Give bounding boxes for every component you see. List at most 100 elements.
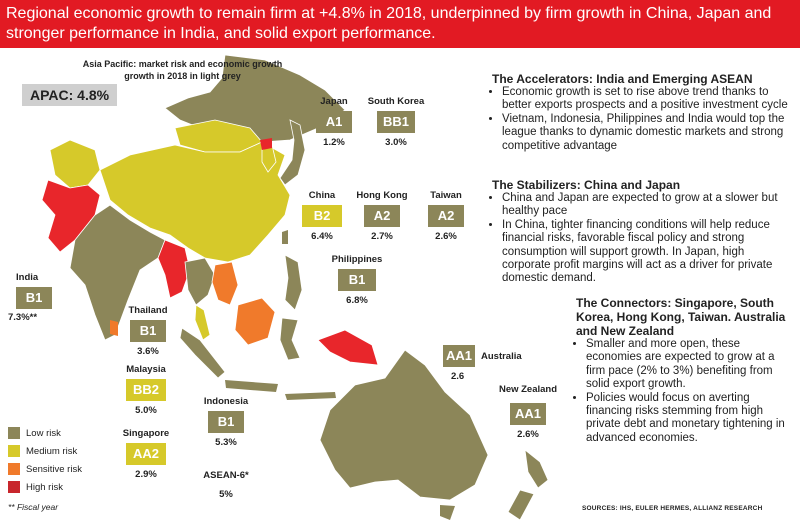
label-australia: AA1 Australia 2.6 [443,345,523,382]
legend-swatch [8,463,20,475]
rating-badge: A2 [428,205,464,227]
growth-value: 5.3% [215,437,237,448]
rating-badge: BB2 [126,379,166,401]
myanmar-region [157,239,191,299]
sumatra-region [179,327,226,379]
rating-badge: B2 [302,205,342,227]
rating-badge: B1 [208,411,244,433]
bullet-list: Economic growth is set to rise above tre… [492,86,792,153]
growth-value: 2.9% [135,469,157,480]
new-zealand-region [507,449,549,521]
bullet-item: Policies would focus on averting financi… [586,392,794,446]
section-title: The Accelerators: India and Emerging ASE… [492,72,753,86]
country-name: Philippines [331,254,383,265]
section-connectors: The Connectors: Singapore, South Korea, … [576,296,794,445]
growth-value: 5% [219,489,233,500]
country-name: New Zealand [498,384,558,395]
map-subtitle: Asia Pacific: market risk and economic g… [70,58,295,82]
label-south-korea: South Korea BB1 3.0% [365,96,427,148]
legend-label: Low risk [26,427,61,439]
growth-value: 6.4% [311,231,333,242]
growth-value: 7.3%** [8,312,38,323]
legend: Low risk Medium risk Sensitive risk High… [8,424,82,496]
growth-value: 2.6 [451,371,465,382]
legend-label: Sensitive risk [26,463,82,475]
growth-value: 2.6% [517,429,539,440]
label-indonesia: Indonesia B1 5.3% [200,396,252,448]
label-malaysia: Malaysia BB2 5.0% [122,364,170,416]
section-title: The Stabilizers: China and Japan [492,178,681,192]
growth-value: 2.6% [435,231,457,242]
growth-value: 3.0% [385,137,407,148]
headline-banner: Regional economic growth to remain firm … [0,0,800,48]
japan-region [279,119,306,186]
label-asean6: ASEAN-6* 5% [200,470,252,500]
country-name: Malaysia [126,364,166,375]
legend-low-risk: Low risk [8,424,82,442]
growth-value: 2.7% [371,231,393,242]
section-stabilizers: The Stabilizers: China and Japan China a… [492,178,792,286]
map-subtitle-line2: growth in 2018 in light grey [124,71,241,81]
north-korea-region [260,138,272,150]
bullet-item: In China, tighter financing conditions w… [502,219,792,286]
legend-medium-risk: Medium risk [8,442,82,460]
philippines-region [284,254,303,311]
legend-high-risk: High risk [8,478,82,496]
rating-badge: A1 [316,111,352,133]
growth-value: 6.8% [346,295,368,306]
legend-sensitive-risk: Sensitive risk [8,460,82,478]
rating-badge: AA1 [510,403,546,425]
sri-lanka [110,320,118,336]
bullet-item: Economic growth is set to rise above tre… [502,86,792,113]
legend-label: Medium risk [26,445,78,457]
rating-badge: A2 [364,205,400,227]
label-thailand: Thailand B1 3.6% [126,305,170,357]
rating-badge: B1 [16,287,52,309]
rating-badge: AA2 [126,443,166,465]
thailand-region [184,257,216,306]
bullet-item: Vietnam, Indonesia, Philippines and Indi… [502,113,792,153]
label-hong-kong: Hong Kong A2 2.7% [354,190,410,242]
malay-peninsula [194,304,211,341]
growth-value: 3.6% [137,346,159,357]
fiscal-year-note: ** Fiscal year [8,502,59,512]
legend-label: High risk [26,481,63,493]
vietnam-region [211,261,239,306]
timor-region [285,392,336,400]
country-name: ASEAN-6* [203,470,249,481]
bullet-list: Smaller and more open, these economies a… [576,338,794,445]
growth-value: 1.2% [323,137,345,148]
rating-badge: AA1 [443,345,475,367]
asia-pacific-map [41,54,549,521]
label-philippines: Philippines B1 6.8% [326,254,388,306]
legend-swatch [8,481,20,493]
bullet-item: Smaller and more open, these economies a… [586,338,794,392]
label-singapore: Singapore AA2 2.9% [120,428,172,480]
country-name: Japan [320,96,348,107]
taiwan-region [282,230,288,244]
borneo-region [234,297,276,346]
growth-value: 5.0% [135,405,157,416]
australia-region [319,349,489,501]
label-taiwan: Taiwan A2 2.6% [424,190,468,242]
central-asia-region [49,139,101,189]
label-china: China B2 6.4% [302,190,342,242]
tasmania-region [440,505,455,520]
sulawesi-region [279,317,301,361]
label-japan: Japan A1 1.2% [316,96,352,148]
rating-badge: B1 [130,320,166,342]
india-region [69,204,166,341]
country-name: Singapore [122,428,170,439]
legend-swatch [8,445,20,457]
section-title: The Connectors: Singapore, South Korea, … [576,296,786,338]
country-name: Hong Kong [356,190,408,201]
png-region [317,329,379,366]
country-name: South Korea [367,96,425,107]
java-region [225,380,278,392]
bullet-item: China and Japan are expected to grow at … [502,192,792,219]
rating-badge: BB1 [377,111,415,133]
country-name: Thailand [128,305,168,316]
label-india: India B1 7.3%** [8,272,58,323]
label-new-zealand: New Zealand AA1 2.6% [498,384,558,440]
bullet-list: China and Japan are expected to grow at … [492,192,792,286]
